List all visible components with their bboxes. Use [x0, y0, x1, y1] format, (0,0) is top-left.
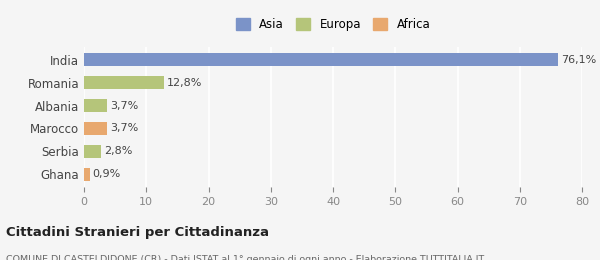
Text: COMUNE DI CASTELDIDONE (CR) - Dati ISTAT al 1° gennaio di ogni anno - Elaborazio: COMUNE DI CASTELDIDONE (CR) - Dati ISTAT…: [6, 255, 484, 260]
Text: 2,8%: 2,8%: [104, 146, 133, 157]
Bar: [84, 99, 107, 112]
Bar: [84, 76, 164, 89]
Bar: [84, 53, 558, 66]
Bar: [84, 168, 89, 181]
Text: Cittadini Stranieri per Cittadinanza: Cittadini Stranieri per Cittadinanza: [6, 226, 269, 239]
Legend: Asia, Europa, Africa: Asia, Europa, Africa: [231, 14, 435, 36]
Bar: [84, 122, 107, 135]
Text: 12,8%: 12,8%: [167, 77, 202, 88]
Bar: [84, 145, 101, 158]
Text: 3,7%: 3,7%: [110, 124, 139, 133]
Text: 76,1%: 76,1%: [561, 55, 596, 64]
Text: 0,9%: 0,9%: [93, 170, 121, 179]
Text: 3,7%: 3,7%: [110, 101, 139, 110]
